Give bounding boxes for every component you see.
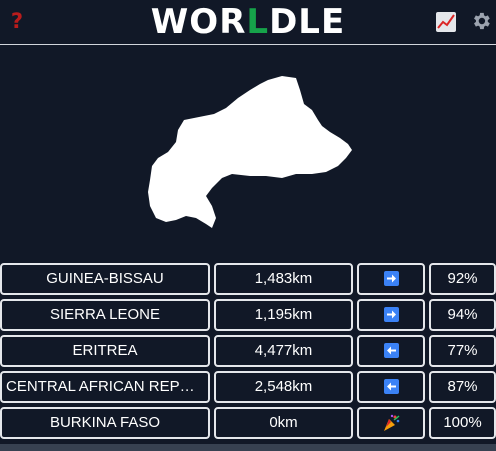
guess-country: ERITREA	[0, 335, 210, 367]
header-bar: ? WORLDLE	[0, 0, 496, 45]
guess-country: GUINEA-BISSAU	[0, 263, 210, 295]
guess-row: ERITREA 4,477km 77%	[0, 335, 496, 371]
guess-row: BURKINA FASO 0km 100%	[0, 407, 496, 443]
guess-list: GUINEA-BISSAU 1,483km 92% SIERRA LEONE 1…	[0, 263, 496, 443]
guess-distance: 2,548km	[214, 371, 353, 403]
guess-row: GUINEA-BISSAU 1,483km 92%	[0, 263, 496, 299]
help-icon: ?	[10, 9, 24, 33]
arrow-left-icon	[383, 379, 399, 394]
help-button[interactable]: ?	[7, 8, 27, 34]
country-silhouette-area	[0, 46, 496, 258]
arrow-right-icon	[383, 307, 399, 322]
guess-proximity: 77%	[429, 335, 496, 367]
guess-distance: 1,483km	[214, 263, 353, 295]
guess-direction	[357, 371, 425, 403]
guess-country: CENTRAL AFRICAN REPUBL...	[0, 371, 210, 403]
guess-proximity: 100%	[429, 407, 496, 439]
party-popper-icon	[381, 413, 401, 437]
guess-country: BURKINA FASO	[0, 407, 210, 439]
guess-direction	[357, 299, 425, 331]
guess-row: CENTRAL AFRICAN REPUBL... 2,548km 87%	[0, 371, 496, 407]
guess-proximity: 94%	[429, 299, 496, 331]
page-title: WORLDLE	[0, 2, 496, 42]
chart-icon	[436, 12, 456, 32]
title-prefix: WOR	[150, 2, 247, 42]
guess-distance: 4,477km	[214, 335, 353, 367]
title-suffix: DLE	[269, 2, 346, 42]
guess-distance: 0km	[214, 407, 353, 439]
guess-distance: 1,195km	[214, 299, 353, 331]
gear-icon	[474, 12, 490, 30]
guess-proximity: 92%	[429, 263, 496, 295]
guess-row: SIERRA LEONE 1,195km 94%	[0, 299, 496, 335]
settings-button[interactable]	[470, 10, 492, 32]
title-accent: L	[246, 2, 270, 42]
guess-country: SIERRA LEONE	[0, 299, 210, 331]
arrow-left-icon	[383, 343, 399, 358]
guess-direction	[357, 335, 425, 367]
stats-button[interactable]	[435, 11, 457, 33]
country-silhouette	[148, 76, 352, 228]
guess-direction	[357, 263, 425, 295]
bottom-strip	[0, 444, 496, 451]
guess-proximity: 87%	[429, 371, 496, 403]
arrow-right-icon	[383, 271, 399, 286]
guess-direction	[357, 407, 425, 439]
